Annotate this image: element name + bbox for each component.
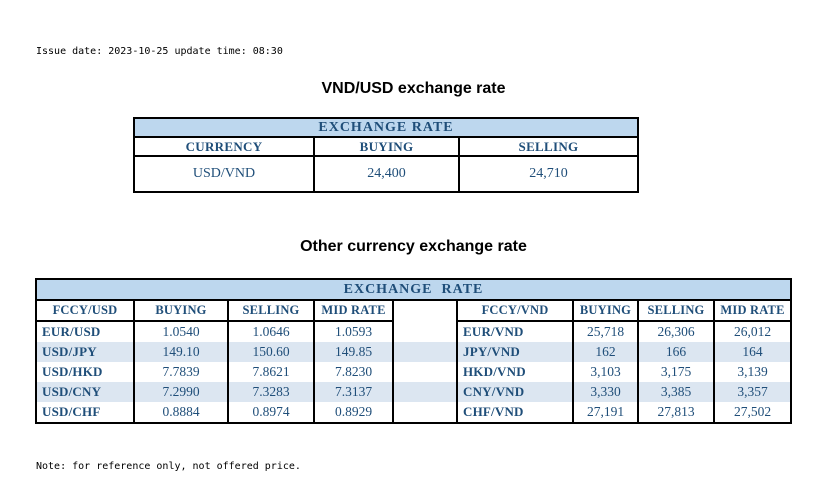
- table-row: USD/CHF 0.8884 0.8974 0.8929 CHF/VND 27,…: [35, 402, 793, 423]
- mid-rate-cell: 3,139: [712, 362, 793, 382]
- table-row: EUR/USD 1.0540 1.0646 1.0593 EUR/VND 25,…: [35, 321, 793, 342]
- other-rate-table: EXCHANGE RATE FCCY/USD BUYING SELLING MI…: [34, 278, 793, 424]
- buying-rate-cell: 1.0540: [133, 321, 229, 342]
- selling-rate-cell: 24,710: [457, 155, 640, 193]
- selling-rate-cell: 27,813: [637, 402, 715, 423]
- header-selling: SELLING: [457, 136, 640, 157]
- selling-rate-cell: 26,306: [637, 321, 715, 342]
- table-row: USD/CNY 7.2990 7.3283 7.3137 CNY/VND 3,3…: [35, 382, 793, 402]
- header-selling-vnd: SELLING: [637, 300, 715, 322]
- buying-rate-cell: 3,330: [572, 382, 639, 402]
- mid-rate-cell: 149.85: [313, 342, 394, 362]
- buying-rate-cell: 149.10: [133, 342, 229, 362]
- buying-rate-cell: 0.8884: [133, 402, 229, 423]
- table-banner-row: EXCHANGE RATE: [132, 117, 640, 138]
- buying-rate-cell: 7.7839: [133, 362, 229, 382]
- currency-pair-cell: USD/CNY: [35, 382, 135, 402]
- currency-pair-cell: HKD/VND: [456, 362, 574, 382]
- mid-rate-cell: 7.8230: [313, 362, 394, 382]
- header-buying: BUYING: [313, 136, 460, 157]
- header-buying-usd: BUYING: [133, 300, 229, 322]
- table-row: USD/VND 24,400 24,710: [133, 155, 640, 193]
- buying-rate-cell: 27,191: [572, 402, 639, 423]
- selling-rate-cell: 1.0646: [227, 321, 315, 342]
- header-midrate-usd: MID RATE: [313, 300, 394, 322]
- note-text: Note: for reference only, not offered pr…: [36, 461, 301, 472]
- buying-rate-cell: 7.2990: [133, 382, 229, 402]
- spacer-cell: [392, 300, 458, 321]
- header-selling-usd: SELLING: [227, 300, 315, 322]
- table-header-row: FCCY/USD BUYING SELLING MID RATE FCCY/VN…: [35, 300, 793, 322]
- spacer-cell: [392, 382, 458, 402]
- issue-date-text: Issue date: 2023-10-25 update time: 08:3…: [36, 46, 283, 57]
- other-rate-title: Other currency exchange rate: [300, 238, 527, 255]
- header-buying-vnd: BUYING: [572, 300, 639, 322]
- selling-rate-cell: 7.3283: [227, 382, 315, 402]
- currency-pair-cell: USD/JPY: [35, 342, 135, 362]
- table-row: USD/JPY 149.10 150.60 149.85 JPY/VND 162…: [35, 342, 793, 362]
- mid-rate-cell: 3,357: [712, 382, 793, 402]
- buying-rate-cell: 25,718: [572, 321, 639, 342]
- mid-rate-cell: 26,012: [712, 321, 793, 342]
- spacer-cell: [392, 321, 458, 342]
- selling-rate-cell: 150.60: [227, 342, 315, 362]
- currency-pair-cell: EUR/USD: [35, 321, 135, 342]
- mid-rate-cell: 0.8929: [313, 402, 394, 423]
- header-fccy-usd: FCCY/USD: [35, 300, 135, 322]
- selling-rate-cell: 7.8621: [227, 362, 315, 382]
- table-header-row: CURRENCY BUYING SELLING: [133, 136, 640, 157]
- spacer-cell: [392, 342, 458, 362]
- currency-pair-cell: JPY/VND: [456, 342, 574, 362]
- selling-rate-cell: 166: [637, 342, 715, 362]
- spacer-cell: [392, 402, 458, 423]
- buying-rate-cell: 24,400: [313, 155, 460, 193]
- spacer-cell: [392, 362, 458, 382]
- usd-rate-table: EXCHANGE RATE CURRENCY BUYING SELLING US…: [132, 117, 640, 193]
- mid-rate-cell: 7.3137: [313, 382, 394, 402]
- currency-pair-cell: CNY/VND: [456, 382, 574, 402]
- buying-rate-cell: 162: [572, 342, 639, 362]
- header-fccy-vnd: FCCY/VND: [456, 300, 574, 322]
- usd-rate-title: VND/USD exchange rate: [321, 80, 506, 97]
- table-banner-row: EXCHANGE RATE: [34, 279, 793, 301]
- table-row: USD/HKD 7.7839 7.8621 7.8230 HKD/VND 3,1…: [35, 362, 793, 382]
- currency-pair-cell: USD/CHF: [35, 402, 135, 423]
- mid-rate-cell: 1.0593: [313, 321, 394, 342]
- buying-rate-cell: 3,103: [572, 362, 639, 382]
- exchange-rate-banner: EXCHANGE RATE: [132, 117, 640, 138]
- selling-rate-cell: 3,175: [637, 362, 715, 382]
- mid-rate-cell: 164: [712, 342, 793, 362]
- header-currency: CURRENCY: [133, 136, 315, 157]
- currency-pair-cell: EUR/VND: [456, 321, 574, 342]
- mid-rate-cell: 27,502: [712, 402, 793, 423]
- currency-pair-cell: USD/VND: [133, 155, 315, 193]
- exchange-rate-banner: EXCHANGE RATE: [34, 279, 793, 301]
- selling-rate-cell: 0.8974: [227, 402, 315, 423]
- currency-pair-cell: USD/HKD: [35, 362, 135, 382]
- selling-rate-cell: 3,385: [637, 382, 715, 402]
- header-midrate-vnd: MID RATE: [712, 300, 793, 322]
- currency-pair-cell: CHF/VND: [456, 402, 574, 423]
